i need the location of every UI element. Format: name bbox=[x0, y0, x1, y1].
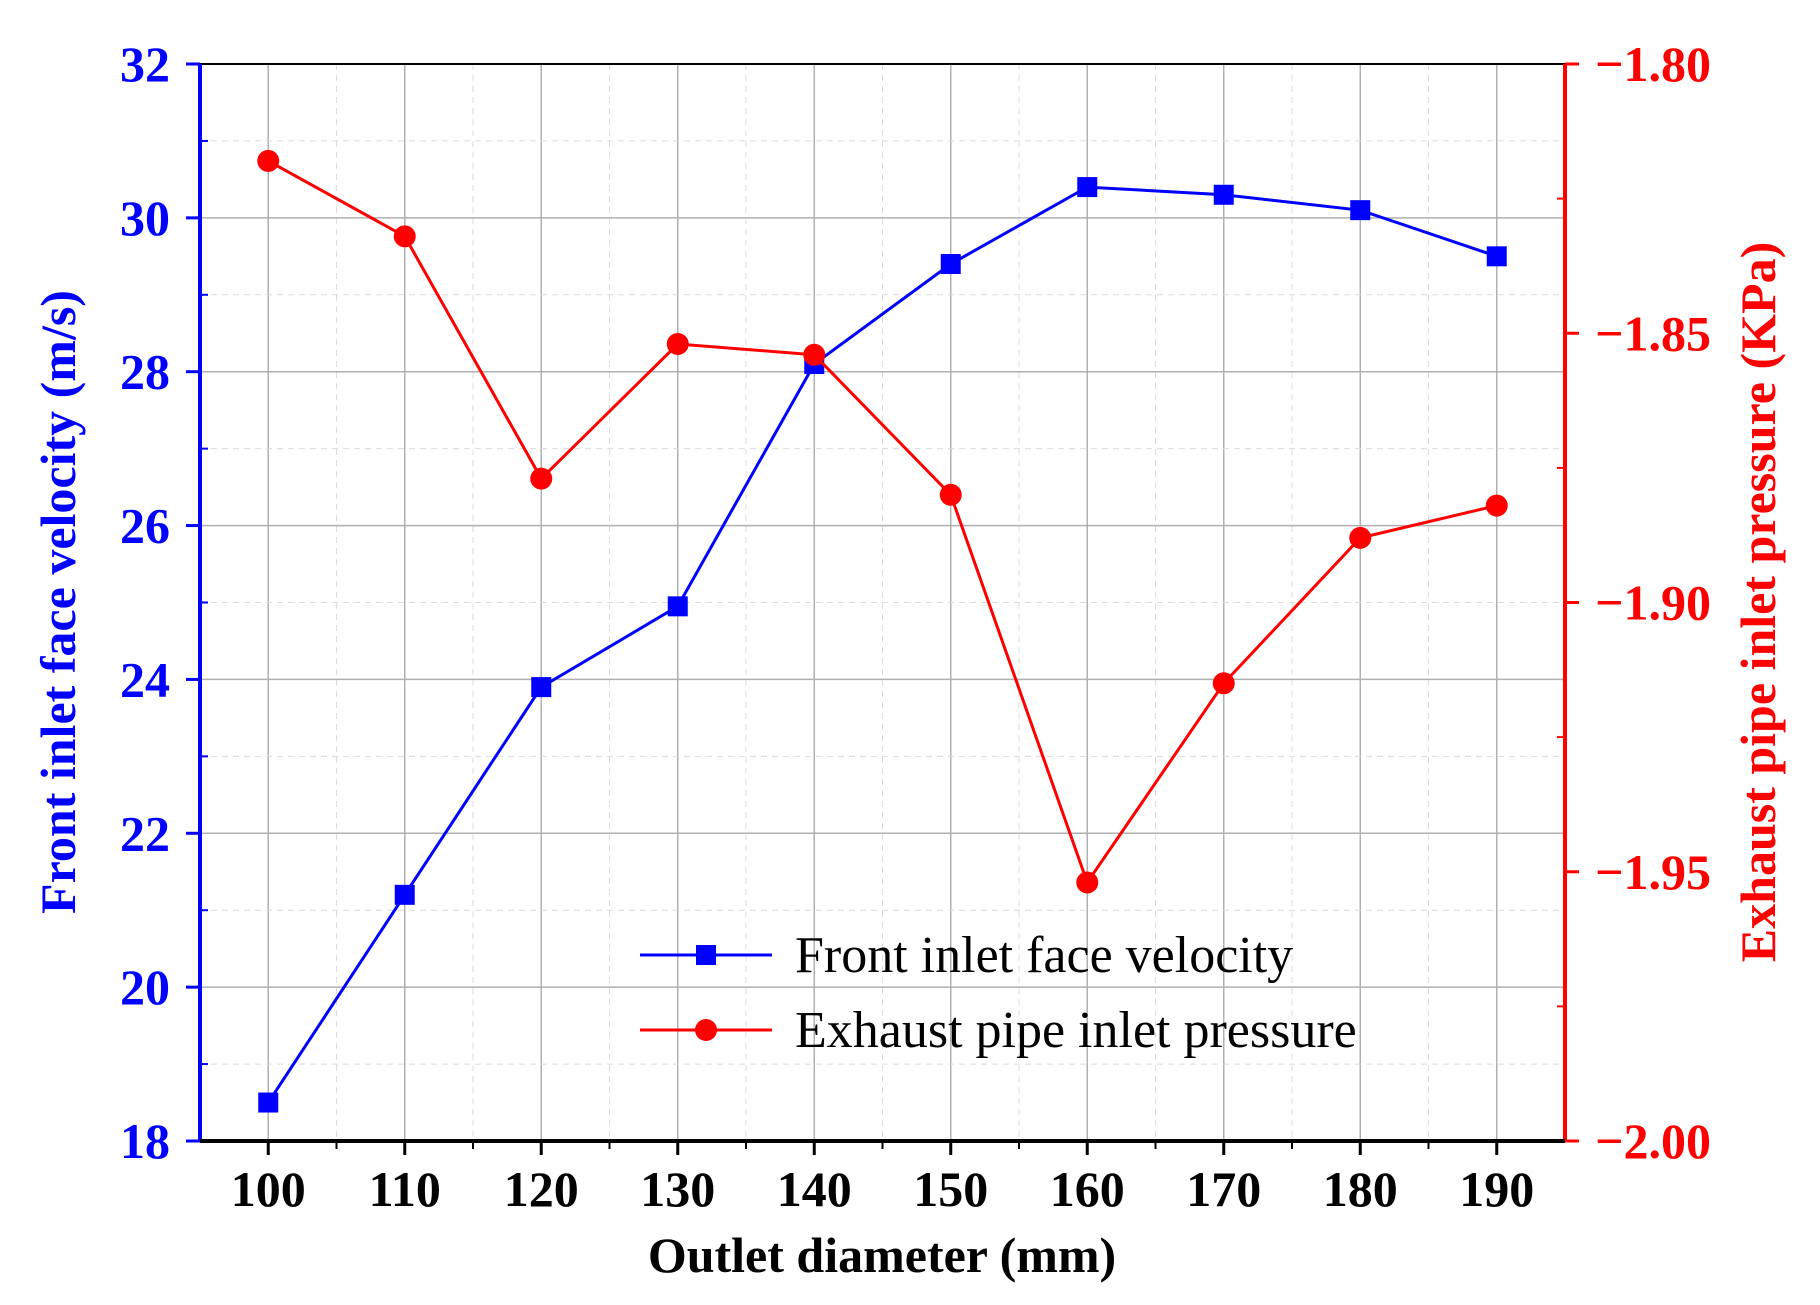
pressure-point bbox=[666, 333, 689, 356]
pressure-point bbox=[1349, 526, 1372, 549]
velocity-point bbox=[667, 596, 688, 617]
velocity-point bbox=[940, 254, 961, 275]
legend-marker-square bbox=[696, 945, 716, 965]
legend: Front inlet face velocity Exhaust pipe i… bbox=[640, 927, 1357, 1059]
x-tick-labels: 100 110 120 130 140 150 160 170 180 190 bbox=[231, 1161, 1535, 1217]
velocity-point bbox=[1077, 177, 1098, 198]
right-y-axis-title: Exhaust pipe inlet pressure (KPa) bbox=[1730, 242, 1786, 962]
pressure-point bbox=[803, 343, 826, 366]
right-y-tick-label: −2.00 bbox=[1595, 1113, 1711, 1169]
pressure-series-line bbox=[267, 159, 1498, 886]
legend-label-pressure: Exhaust pipe inlet pressure bbox=[795, 1002, 1357, 1059]
x-tick-label: 130 bbox=[640, 1161, 715, 1217]
legend-label-velocity: Front inlet face velocity bbox=[795, 927, 1293, 984]
velocity-point bbox=[531, 677, 552, 698]
left-y-tick-label: 26 bbox=[120, 498, 170, 554]
right-y-tick-label: −1.90 bbox=[1595, 575, 1711, 631]
x-tick-label: 140 bbox=[777, 1161, 852, 1217]
left-y-tick-label: 32 bbox=[120, 36, 170, 92]
pressure-point bbox=[257, 149, 280, 172]
ticks bbox=[186, 62, 1579, 1155]
x-axis-title: Outlet diameter (mm) bbox=[648, 1227, 1116, 1283]
pressure-point bbox=[530, 467, 553, 490]
left-y-tick-label: 22 bbox=[120, 805, 170, 861]
x-tick-label: 120 bbox=[504, 1161, 579, 1217]
velocity-point bbox=[394, 884, 415, 905]
legend-marker-circle bbox=[695, 1019, 717, 1041]
x-tick-label: 190 bbox=[1459, 1161, 1534, 1217]
pressure-point bbox=[1076, 871, 1099, 894]
left-y-tick-label: 28 bbox=[120, 344, 170, 400]
left-y-tick-label: 20 bbox=[120, 959, 170, 1015]
right-y-tick-label: −1.85 bbox=[1595, 305, 1711, 361]
x-tick-label: 170 bbox=[1186, 1161, 1261, 1217]
velocity-series-line bbox=[266, 185, 1498, 1104]
right-y-tick-labels: −2.00 −1.95 −1.90 −1.85 −1.80 bbox=[1595, 36, 1711, 1169]
series bbox=[257, 149, 1508, 1113]
pressure-point bbox=[939, 483, 962, 506]
right-y-tick-label: −1.80 bbox=[1595, 36, 1711, 92]
left-y-axis-title: Front inlet face velocity (m/s) bbox=[30, 290, 86, 914]
pressure-point bbox=[393, 225, 416, 248]
x-tick-label: 180 bbox=[1323, 1161, 1398, 1217]
x-tick-label: 100 bbox=[231, 1161, 306, 1217]
velocity-point bbox=[1213, 184, 1234, 205]
velocity-point bbox=[1486, 246, 1507, 267]
left-y-tick-label: 24 bbox=[120, 651, 170, 707]
x-tick-label: 160 bbox=[1050, 1161, 1125, 1217]
x-tick-label: 150 bbox=[913, 1161, 988, 1217]
velocity-point bbox=[258, 1092, 279, 1113]
pressure-point bbox=[1212, 672, 1235, 695]
left-y-tick-labels: 18 20 22 24 26 28 30 32 bbox=[120, 36, 170, 1169]
pressure-point bbox=[1485, 494, 1508, 517]
velocity-point bbox=[1350, 200, 1371, 221]
left-y-tick-label: 30 bbox=[120, 190, 170, 246]
right-y-tick-label: −1.95 bbox=[1595, 844, 1711, 900]
left-y-tick-label: 18 bbox=[120, 1113, 170, 1169]
x-tick-label: 110 bbox=[369, 1161, 441, 1217]
